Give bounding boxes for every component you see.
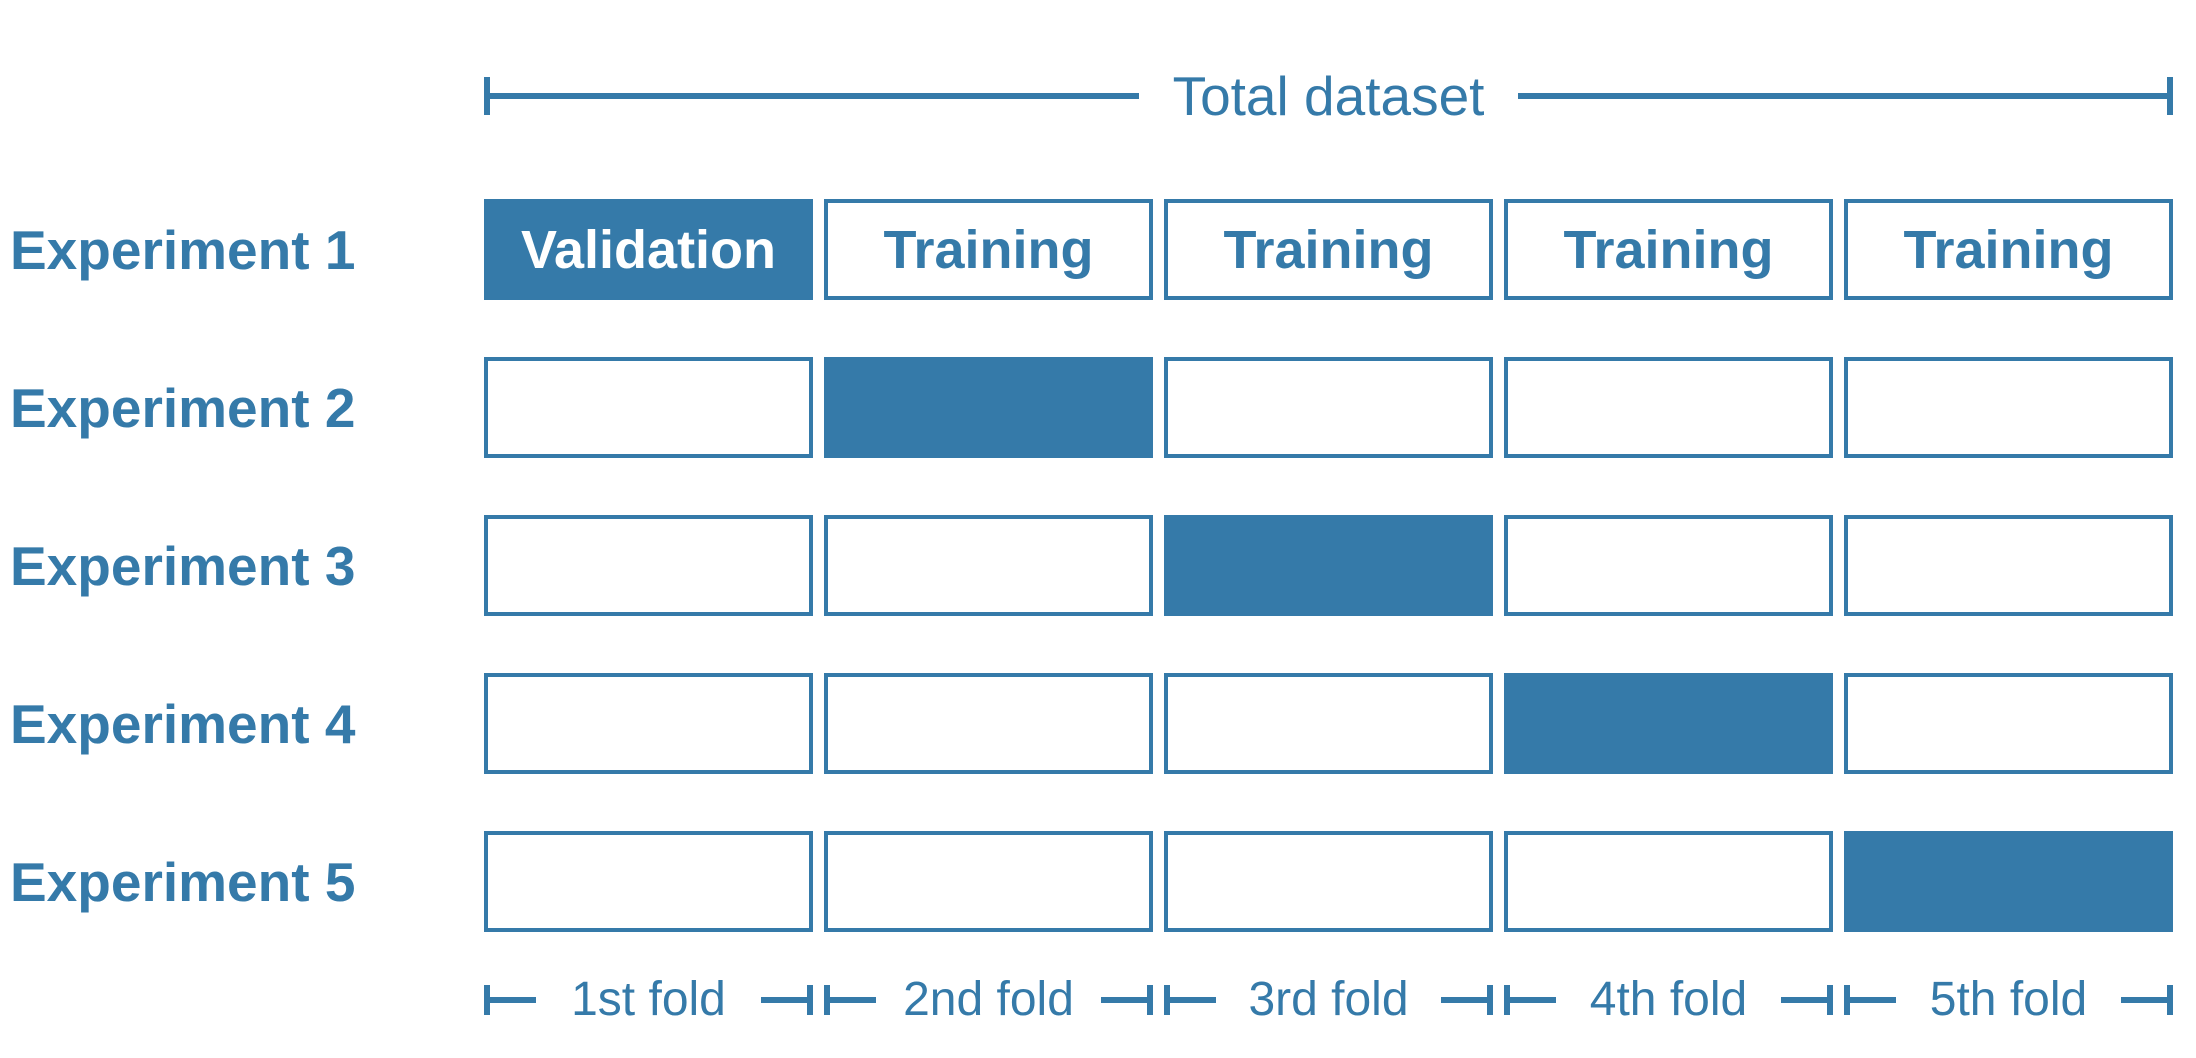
fold-cell — [1504, 357, 1833, 458]
fold-cell — [1164, 515, 1493, 616]
fold-cell — [1504, 515, 1833, 616]
fold-cell — [1504, 831, 1833, 932]
fold-left-bracket-icon — [1164, 985, 1216, 1015]
fold-bracket-1: 1st fold — [484, 964, 813, 1036]
experiment-1-cells: Validation Training Training Training Tr… — [484, 199, 2173, 300]
fold-bracket-4: 4th fold — [1504, 964, 1833, 1036]
fold-cell: Training — [1844, 199, 2173, 300]
fold-cell: Validation — [484, 199, 813, 300]
fold-label: 2nd fold — [903, 973, 1074, 1026]
fold-right-bracket-icon — [1780, 985, 1833, 1015]
cell-label: Training — [1903, 219, 2114, 280]
fold-left-bracket-icon — [1844, 985, 1896, 1015]
fold-bracket-5: 5th fold — [1844, 964, 2173, 1036]
fold-cell — [1504, 673, 1833, 774]
fold-cell — [1844, 357, 2173, 458]
cell-label: Training — [1223, 219, 1434, 280]
bracket-right-line — [1518, 93, 2167, 99]
bracket-left-line — [490, 93, 1139, 99]
fold-cell — [824, 357, 1153, 458]
fold-cell — [1164, 673, 1493, 774]
fold-cell: Training — [824, 199, 1153, 300]
fold-cell — [484, 515, 813, 616]
fold-cell — [1164, 831, 1493, 932]
fold-bracket-2: 2nd fold — [824, 964, 1153, 1036]
fold-label: 4th fold — [1589, 973, 1748, 1026]
fold-cell — [484, 831, 813, 932]
fold-cell — [1844, 515, 2173, 616]
fold-label: 5th fold — [1929, 973, 2088, 1026]
fold-cell — [1164, 357, 1493, 458]
experiment-rows: Experiment 1 Validation Training Trainin… — [0, 199, 2173, 989]
experiment-4-cells — [484, 673, 2173, 774]
fold-cell: Training — [1164, 199, 1493, 300]
experiment-row-5: Experiment 5 — [0, 831, 2173, 932]
total-dataset-label: Total dataset — [1172, 64, 1485, 127]
fold-axis: 1st fold 2nd fold 3rd fold 4th fold 5th … — [484, 964, 2173, 1036]
fold-cell — [1844, 673, 2173, 774]
experiment-row-4: Experiment 4 — [0, 673, 2173, 774]
cell-label: Validation — [520, 219, 777, 280]
experiment-3-label: Experiment 3 — [10, 534, 356, 597]
fold-cell — [824, 515, 1153, 616]
fold-left-bracket-icon — [824, 985, 876, 1015]
cell-label: Training — [1563, 219, 1774, 280]
fold-label: 1st fold — [571, 973, 726, 1026]
fold-right-bracket-icon — [760, 985, 813, 1015]
experiment-3-cells — [484, 515, 2173, 616]
experiment-row-3: Experiment 3 — [0, 515, 2173, 616]
bracket-left-tick-icon — [484, 77, 490, 115]
experiment-2-label: Experiment 2 — [10, 376, 356, 439]
fold-right-bracket-icon — [1101, 985, 1153, 1015]
experiment-1-label: Experiment 1 — [10, 218, 356, 281]
fold-right-bracket-icon — [1440, 985, 1493, 1015]
fold-cell: Training — [1504, 199, 1833, 300]
fold-right-bracket-icon — [2120, 985, 2173, 1015]
experiment-4-label: Experiment 4 — [10, 692, 356, 755]
experiment-2-cells — [484, 357, 2173, 458]
experiment-5-label: Experiment 5 — [10, 850, 356, 913]
fold-cell — [1844, 831, 2173, 932]
fold-cell — [484, 673, 813, 774]
total-dataset-bracket: Total dataset — [484, 67, 2173, 125]
experiment-row-2: Experiment 2 — [0, 357, 2173, 458]
fold-label: 3rd fold — [1248, 973, 1409, 1026]
fold-left-bracket-icon — [484, 985, 536, 1015]
fold-left-bracket-icon — [1504, 985, 1556, 1015]
cell-label: Training — [883, 219, 1094, 280]
bracket-right-tick-icon — [2167, 77, 2173, 115]
experiment-row-1: Experiment 1 Validation Training Trainin… — [0, 199, 2173, 300]
fold-cell — [824, 831, 1153, 932]
fold-cell — [824, 673, 1153, 774]
fold-cell — [484, 357, 813, 458]
experiment-5-cells — [484, 831, 2173, 932]
fold-bracket-3: 3rd fold — [1164, 964, 1493, 1036]
